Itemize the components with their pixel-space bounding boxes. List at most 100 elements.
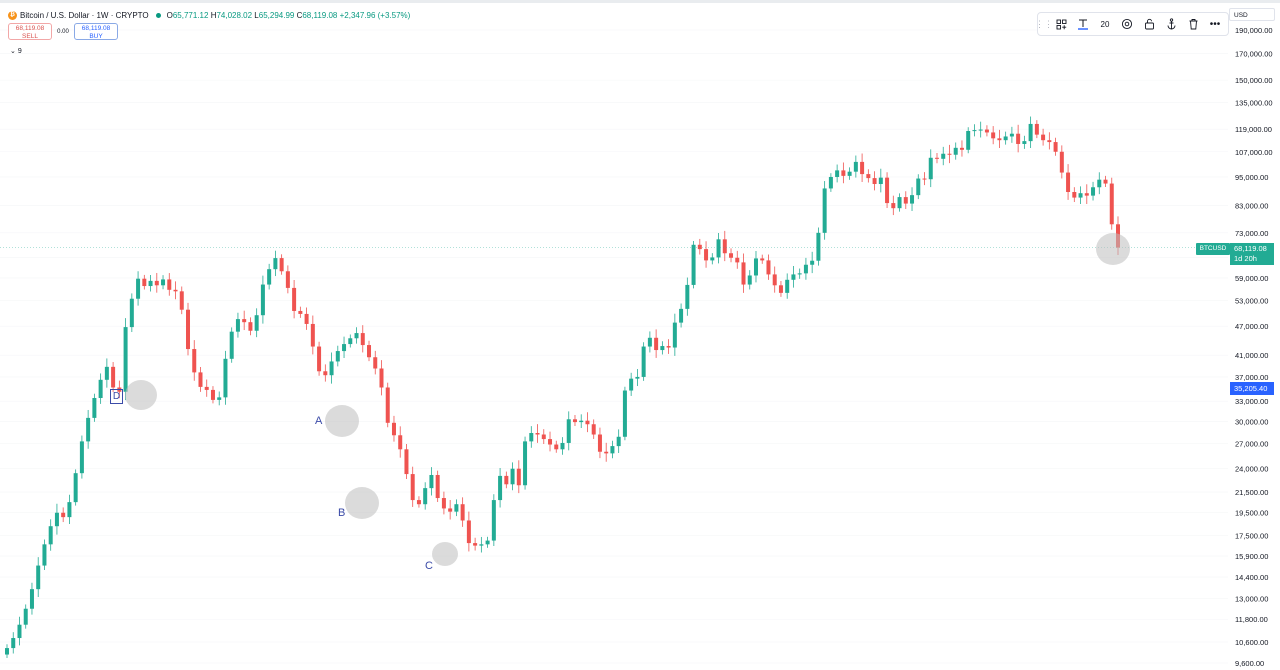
low-value: 65,294.99 — [258, 10, 295, 20]
font-size-selector[interactable]: 20 — [1100, 19, 1110, 29]
candle-body — [267, 269, 272, 285]
candle-body — [916, 178, 921, 196]
candle-body — [242, 319, 247, 323]
candle-body — [173, 289, 178, 292]
ohlc-values: O65,771.12 H74,028.02 L65,294.99 C68,119… — [167, 11, 411, 20]
trash-icon[interactable] — [1182, 13, 1204, 35]
candle-body — [360, 333, 365, 346]
buy-label: BUY — [89, 33, 103, 40]
lock-icon[interactable] — [1138, 13, 1160, 35]
y-tick-label: 11,800.00 — [1235, 615, 1268, 624]
candle-body — [903, 197, 908, 204]
candle-body — [641, 346, 646, 377]
candle-body — [1059, 151, 1064, 173]
candle-body — [1103, 179, 1108, 184]
candle-body — [778, 285, 783, 293]
candle-body — [248, 322, 253, 331]
candle-body — [385, 387, 390, 423]
candle-body — [454, 504, 459, 512]
annotation-c[interactable]: C — [425, 560, 433, 572]
market-status-dot — [155, 12, 161, 18]
indicators-toggle[interactable]: ⌄ 9 — [10, 47, 22, 55]
candle-body — [61, 512, 66, 518]
candle-body — [697, 244, 702, 250]
highlight-circle — [345, 487, 379, 519]
buy-button[interactable]: 68,119.08 BUY — [74, 23, 118, 40]
anchor-icon[interactable] — [1160, 13, 1182, 35]
candle-body — [285, 271, 290, 288]
candle-body — [928, 157, 933, 180]
candle-body — [835, 170, 840, 177]
candle-body — [535, 433, 540, 435]
candle-body — [148, 280, 153, 287]
open-label: O — [166, 10, 173, 20]
candle-body — [972, 130, 977, 132]
candle-body — [448, 508, 453, 512]
candle-body — [885, 177, 890, 204]
candle-body — [753, 258, 758, 276]
currency-selector[interactable]: USD — [1229, 8, 1275, 21]
candle-body — [1003, 136, 1008, 141]
candle-body — [17, 624, 22, 639]
y-tick-label: 190,000.00 — [1235, 26, 1273, 35]
candle-body — [136, 278, 141, 299]
symbol-title[interactable]: Bitcoin / U.S. Dollar · 1W · CRYPTO — [20, 10, 149, 20]
text-tool-icon[interactable] — [1072, 13, 1094, 35]
sell-button[interactable]: 68,119.08 SELL — [8, 23, 52, 40]
annotation-b[interactable]: B — [338, 507, 346, 519]
candle-body — [1016, 133, 1021, 144]
y-tick-label: 9,600.00 — [1235, 659, 1264, 668]
candle-body — [735, 257, 740, 263]
candle-body — [997, 138, 1002, 141]
grip-icon[interactable]: ⋮⋮ — [1035, 18, 1053, 29]
y-tick-label: 37,000.00 — [1235, 373, 1268, 382]
candle-body — [198, 372, 203, 387]
y-tick-label: 33,000.00 — [1235, 397, 1268, 406]
candle-body — [154, 280, 159, 286]
candle-body — [329, 361, 334, 376]
candle-body — [685, 284, 690, 309]
y-tick-label: 13,000.00 — [1235, 595, 1268, 604]
y-tick-label: 107,000.00 — [1235, 148, 1273, 157]
y-tick-label: 27,000.00 — [1235, 440, 1268, 449]
candle-body — [111, 366, 116, 388]
candle-body — [1022, 141, 1027, 144]
candle-body — [29, 589, 34, 609]
candle-body — [323, 371, 328, 376]
candle-body — [791, 274, 796, 280]
candle-body — [485, 540, 490, 545]
candle-body — [766, 260, 771, 275]
candle-body — [828, 176, 833, 189]
candle-body — [797, 273, 802, 275]
symbol-price-label: BTCUSD — [1196, 243, 1230, 255]
candle-body — [691, 244, 696, 285]
y-tick-label: 41,000.00 — [1235, 351, 1268, 360]
candle-body — [529, 433, 534, 442]
candle-body — [217, 397, 222, 400]
candle-body — [978, 129, 983, 131]
more-icon[interactable]: ••• — [1209, 18, 1221, 30]
candle-body — [629, 378, 634, 391]
candle-body — [42, 544, 47, 566]
candle-body — [423, 488, 428, 505]
candle-body — [298, 310, 303, 314]
annotation-a[interactable]: A — [315, 415, 323, 427]
object-tree-icon[interactable] — [1050, 13, 1072, 35]
candle-body — [36, 565, 41, 590]
candle-body — [210, 389, 215, 400]
candle-body — [1097, 179, 1102, 188]
candle-body — [504, 475, 509, 485]
candle-body — [161, 279, 166, 286]
spread-value: 0.00 — [57, 28, 69, 35]
candle-body — [498, 475, 503, 501]
candle-body — [460, 504, 465, 521]
y-tick-label: 24,000.00 — [1235, 465, 1268, 474]
settings-icon[interactable] — [1116, 13, 1138, 35]
annotation-d[interactable]: D — [110, 389, 123, 404]
candle-body — [560, 442, 565, 450]
drawing-toolbar: ⋮⋮ 20 ••• — [1035, 12, 1229, 36]
candle-body — [86, 417, 91, 442]
highlight-circle — [1096, 233, 1130, 265]
